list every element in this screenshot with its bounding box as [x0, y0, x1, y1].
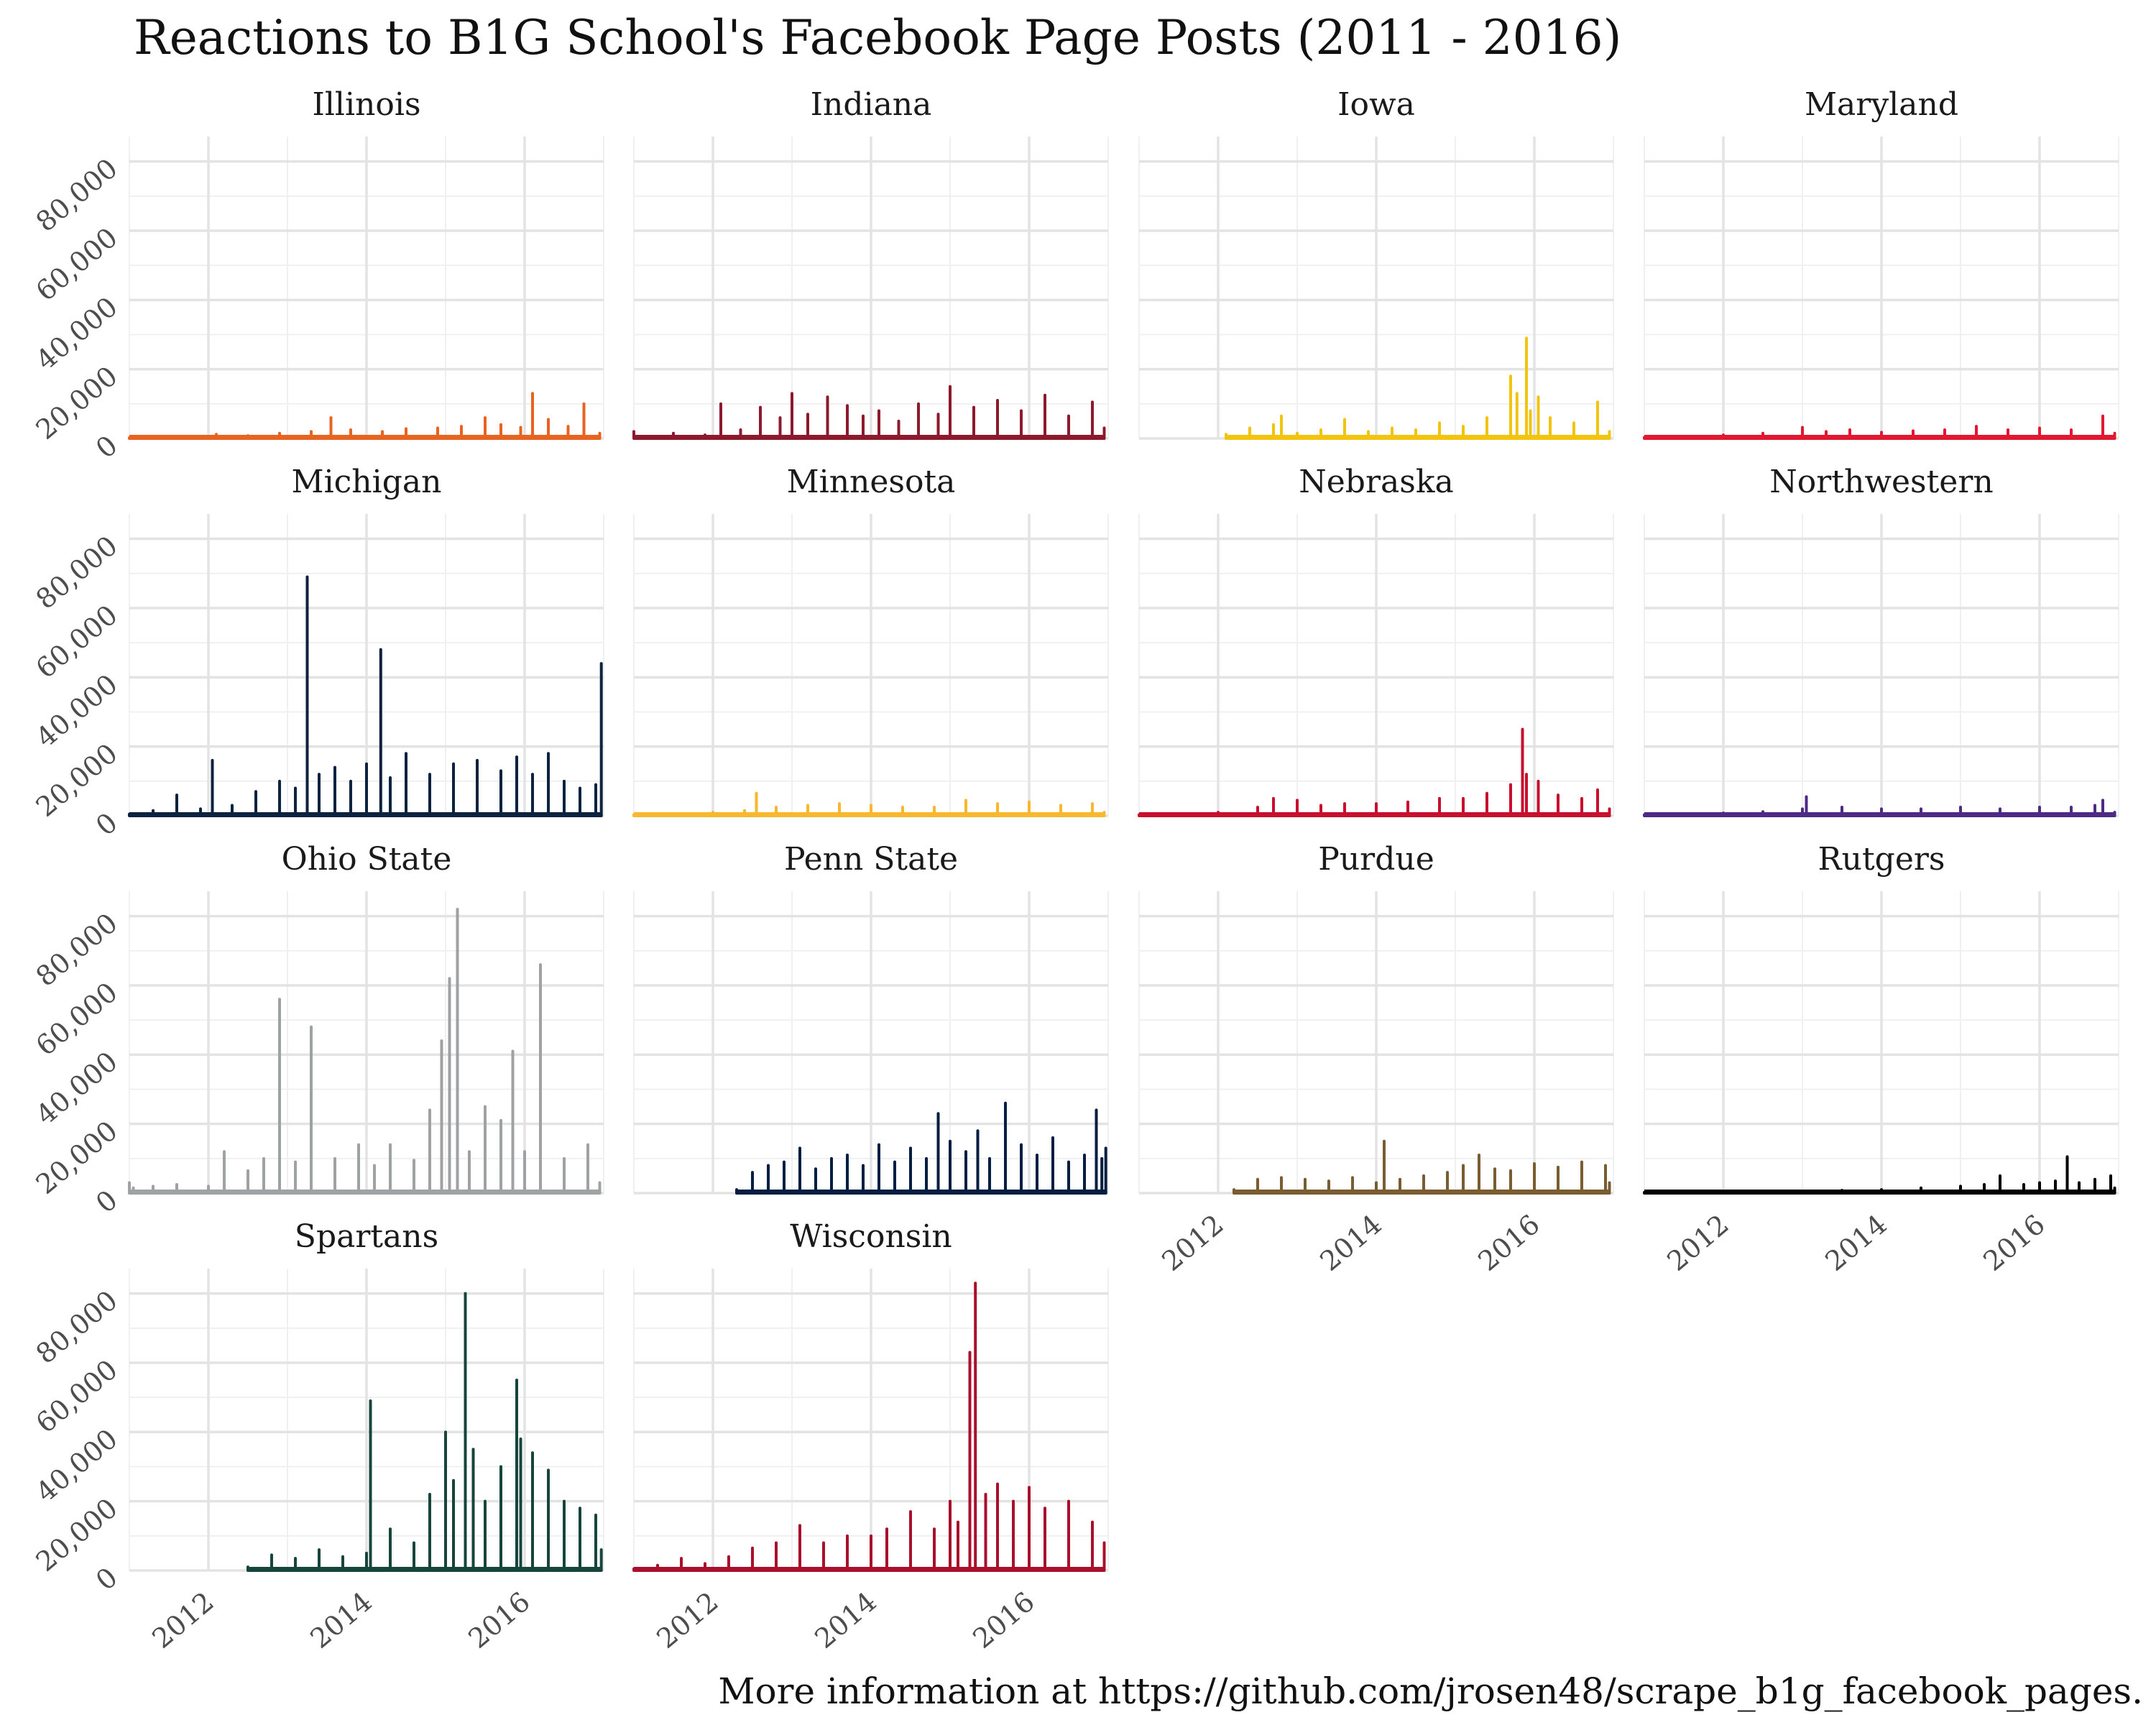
facet-label-illinois: Illinois [312, 86, 420, 123]
facet-label-indiana: Indiana [811, 86, 932, 123]
series-line-ohio-state [128, 908, 602, 1195]
series-line-iowa [1225, 336, 1611, 440]
facet-label-nebraska: Nebraska [1299, 464, 1453, 500]
y-tick-label: 80,000 [30, 152, 124, 238]
chart-caption: More information at https://github.com/j… [718, 1670, 2143, 1712]
y-tick-label: 20,000 [30, 1492, 124, 1578]
major-gridlines [1644, 514, 2119, 817]
facet-label-purdue: Purdue [1318, 841, 1434, 878]
major-gridlines [1139, 514, 1613, 817]
y-tick-label: 40,000 [30, 1423, 124, 1509]
y-tick-label: 80,000 [30, 1284, 124, 1370]
facet-label-northwestern: Northwestern [1769, 464, 1993, 500]
series-line-purdue [1233, 1139, 1611, 1195]
y-tick-label: 80,000 [30, 907, 124, 993]
panel-penn-state: Penn State [633, 841, 1109, 1195]
series-line-wisconsin [632, 1282, 1106, 1572]
series-line-penn-state [735, 1101, 1107, 1195]
panel-rutgers: Rutgers 2012 2014 2016 [1643, 841, 2119, 1277]
panel-minnesota: Minnesota [632, 464, 1109, 817]
x-tick-label: 2016 [1977, 1208, 2050, 1277]
major-gridlines [634, 891, 1108, 1195]
facet-label-iowa: Iowa [1337, 86, 1415, 123]
facet-label-wisconsin: Wisconsin [790, 1218, 952, 1255]
series-line-rutgers [1643, 1155, 2116, 1195]
x-tick-label: 2016 [462, 1586, 535, 1655]
major-gridlines [1139, 891, 1613, 1195]
panel-northwestern: Northwestern [1643, 464, 2119, 817]
y-tick-label: 40,000 [30, 668, 124, 754]
x-tick-label: 2014 [808, 1586, 882, 1655]
y-tick-label: 60,000 [30, 599, 124, 684]
x-tick-label: 2016 [1472, 1208, 1545, 1277]
y-tick-label: 0 [90, 1184, 124, 1219]
major-gridlines [634, 1269, 1108, 1572]
major-gridlines [1644, 891, 2119, 1195]
y-tick-label: 20,000 [30, 1115, 124, 1200]
series-line-indiana [632, 385, 1106, 440]
y-tick-label: 80,000 [30, 530, 124, 615]
y-tick-label: 0 [90, 429, 124, 464]
y-tick-label: 60,000 [30, 1353, 124, 1439]
chart-title: Reactions to B1G School's Facebook Page … [134, 10, 1622, 65]
major-gridlines [1644, 137, 2119, 440]
panel-purdue: Purdue 2012 2014 2016 [1138, 841, 1614, 1277]
panel-maryland: Maryland [1643, 86, 2119, 440]
facet-label-michigan: Michigan [292, 464, 442, 500]
y-tick-label: 0 [90, 1561, 124, 1596]
x-tick-label: 2012 [146, 1586, 219, 1655]
series-line-illinois [128, 392, 602, 440]
series-line-nebraska [1138, 727, 1611, 817]
y-tick-label: 60,000 [30, 976, 124, 1062]
facet-label-rutgers: Rutgers [1818, 841, 1945, 878]
facet-label-spartans: Spartans [295, 1218, 438, 1255]
major-gridlines [634, 514, 1108, 817]
panel-wisconsin: Wisconsin 2012 2014 2016 [632, 1218, 1109, 1655]
x-tick-label: 2014 [1314, 1208, 1387, 1277]
y-tick-label: 20,000 [30, 360, 124, 446]
x-tick-label: 2016 [967, 1586, 1040, 1655]
major-gridlines [129, 891, 604, 1195]
x-tick-label: 2014 [1819, 1208, 1892, 1277]
y-tick-label: 20,000 [30, 737, 124, 823]
y-tick-label: 40,000 [30, 291, 124, 377]
major-gridlines [1139, 137, 1613, 440]
facet-label-penn-state: Penn State [784, 841, 958, 878]
x-tick-label: 2012 [1661, 1208, 1734, 1277]
x-tick-label: 2012 [650, 1586, 724, 1655]
panel-nebraska: Nebraska [1138, 464, 1614, 817]
facet-label-ohio-state: Ohio State [282, 841, 452, 878]
panel-indiana: Indiana [632, 86, 1109, 440]
y-tick-label: 0 [90, 806, 124, 842]
facet-label-minnesota: Minnesota [787, 464, 956, 500]
y-tick-label: 60,000 [30, 221, 124, 307]
x-tick-label: 2014 [304, 1586, 377, 1655]
facet-label-maryland: Maryland [1805, 86, 1958, 123]
major-gridlines [634, 137, 1108, 440]
x-tick-label: 2012 [1156, 1208, 1229, 1277]
panel-iowa: Iowa [1138, 86, 1614, 440]
y-tick-label: 40,000 [30, 1046, 124, 1131]
major-gridlines [129, 514, 604, 817]
